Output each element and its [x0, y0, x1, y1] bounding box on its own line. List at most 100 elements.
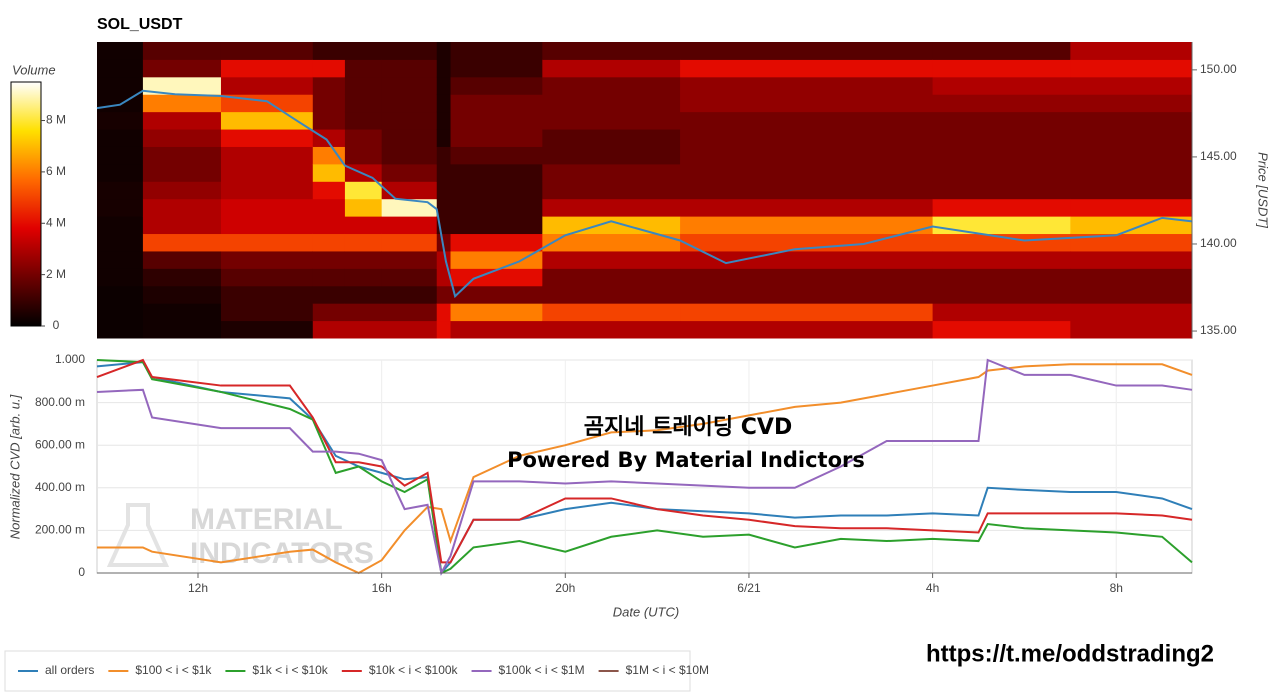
- heatmap-cell: [220, 303, 314, 322]
- heatmap-cell: [220, 198, 314, 217]
- heatmap-cell: [542, 129, 681, 147]
- heatmap-cell: [542, 59, 681, 78]
- heatmap-cell: [680, 94, 934, 113]
- heatmap-cell: [97, 111, 144, 130]
- heatmap-cell: [436, 198, 452, 217]
- heatmap-cell: [542, 198, 681, 217]
- y-tick-label: 0: [78, 565, 85, 579]
- heatmap-cell: [680, 216, 934, 235]
- heatmap-cell: [381, 233, 438, 252]
- heatmap-cell: [312, 198, 346, 217]
- heatmap-cell: [450, 268, 543, 287]
- heatmap-cell: [220, 163, 314, 182]
- heatmap-cell: [450, 250, 543, 269]
- heatmap-cell: [381, 59, 438, 78]
- heatmap-cell: [680, 129, 934, 147]
- heatmap-cell: [344, 42, 383, 60]
- heatmap-cell: [220, 59, 314, 78]
- heatmap-cell: [97, 42, 144, 60]
- heatmap-cell: [932, 111, 1071, 130]
- heatmap-cell: [381, 146, 438, 165]
- x-axis-label: Date (UTC): [613, 604, 679, 619]
- heatmap-cell: [436, 146, 452, 165]
- heatmap-cell: [932, 163, 1071, 182]
- heatmap-cell: [932, 146, 1071, 165]
- heatmap-cell: [680, 250, 934, 269]
- legend-label: $1M < i < $10M: [626, 663, 709, 677]
- heatmap-cell: [932, 320, 1071, 339]
- heatmap-cell: [680, 181, 934, 200]
- heatmap-cell: [344, 285, 383, 304]
- heatmap-cell: [220, 129, 314, 147]
- colorbar-tick-label: 6 M: [46, 164, 66, 178]
- heatmap-cell: [1070, 129, 1193, 147]
- legend-box: [4, 650, 691, 692]
- heatmap-cell: [142, 111, 222, 130]
- heatmap-cell: [436, 268, 452, 287]
- colorbar-tick-label: 0: [53, 318, 60, 332]
- colorbar-tick-label: 2 M: [46, 267, 66, 281]
- heatmap-cell: [932, 285, 1071, 304]
- legend-label: $1k < i < $10k: [252, 663, 328, 677]
- colorbar-tick-label: 8 M: [46, 113, 66, 127]
- heatmap-cell: [1070, 198, 1193, 217]
- heatmap-cell: [381, 94, 438, 113]
- legend-label: all orders: [45, 663, 94, 677]
- heatmap-cell: [932, 250, 1071, 269]
- heatmap-cell: [542, 94, 681, 113]
- heatmap-cell: [344, 76, 383, 95]
- heatmap-cell: [450, 111, 543, 130]
- heatmap-cell: [344, 268, 383, 287]
- y-tick-label: 145.00: [1200, 149, 1237, 163]
- heatmap-cell: [680, 59, 934, 78]
- heatmap-cell: [932, 129, 1071, 147]
- heatmap-cell: [680, 268, 934, 287]
- heatmap-cell: [142, 94, 222, 113]
- heatmap-cell: [344, 320, 383, 339]
- heatmap-cell: [142, 59, 222, 78]
- heatmap-cell: [450, 94, 543, 113]
- legend-label: $10k < i < $100k: [369, 663, 459, 677]
- heatmap-cell: [680, 111, 934, 130]
- heatmap-cell: [450, 129, 543, 147]
- heatmap-cell: [381, 250, 438, 269]
- heatmap-cell: [680, 303, 934, 322]
- heatmap-cell: [220, 268, 314, 287]
- heatmap-cell: [344, 181, 383, 200]
- heatmap-cell: [344, 129, 383, 147]
- heatmap-cell: [436, 181, 452, 200]
- x-tick-label: 8h: [1110, 581, 1123, 595]
- heatmap-cell: [542, 303, 681, 322]
- y-tick-label: 400.00 m: [35, 480, 85, 494]
- heatmap-cell: [1070, 181, 1193, 200]
- heatmap-cell: [97, 146, 144, 165]
- heatmap-cell: [542, 76, 681, 95]
- x-tick-label: 12h: [188, 581, 208, 595]
- heatmap-cell: [932, 42, 1071, 60]
- heatmap-cell: [1070, 268, 1193, 287]
- heatmap-cell: [220, 285, 314, 304]
- heatmap-cell: [344, 198, 383, 217]
- heatmap-cell: [381, 163, 438, 182]
- heatmap-cell: [680, 76, 934, 95]
- heatmap-cell: [680, 163, 934, 182]
- heatmap-cell: [97, 76, 144, 95]
- heatmap-cell: [97, 320, 144, 339]
- heatmap-cell: [381, 320, 438, 339]
- cvd-line: [96, 358, 1193, 564]
- overlay-title: 곰지네 트레이딩 CVD: [584, 415, 792, 440]
- heatmap-cell: [932, 181, 1071, 200]
- heatmap-cell: [312, 216, 346, 235]
- heatmap-cell: [344, 146, 383, 165]
- heatmap-cell: [436, 94, 452, 113]
- heatmap-cell: [436, 76, 452, 95]
- heatmap-cell: [542, 111, 681, 130]
- heatmap-cell: [381, 216, 438, 235]
- heatmap-cell: [312, 129, 346, 147]
- heatmap-cell: [344, 111, 383, 130]
- chart-title: SOL_USDT: [97, 16, 183, 33]
- heatmap-cell: [381, 111, 438, 130]
- heatmap-cell: [97, 198, 144, 217]
- heatmap-cell: [312, 42, 346, 60]
